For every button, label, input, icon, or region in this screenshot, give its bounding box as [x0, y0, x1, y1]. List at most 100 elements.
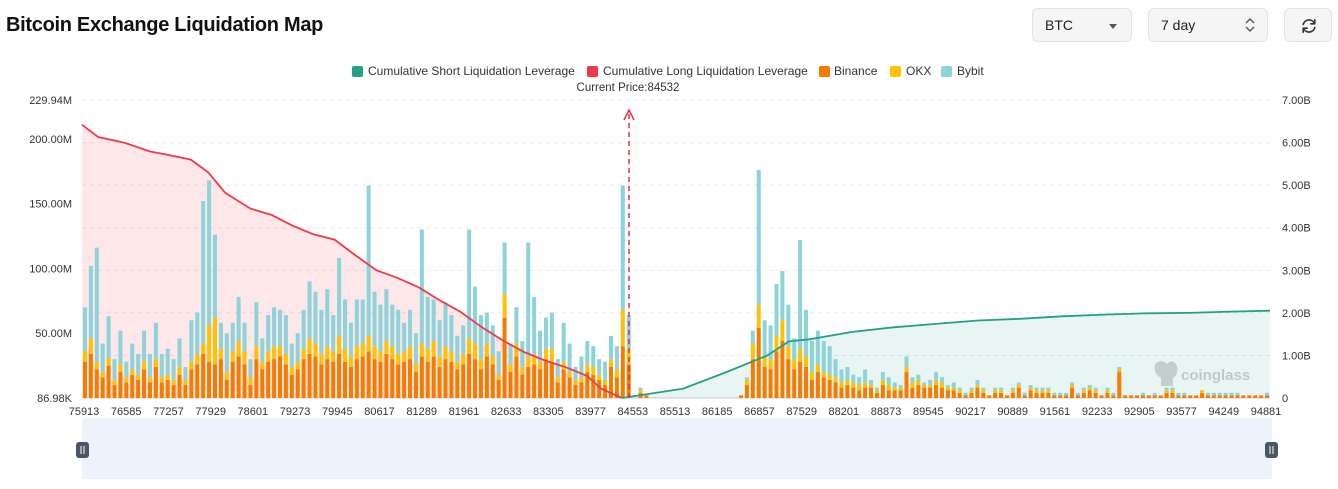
- bar-okx: [431, 340, 436, 357]
- bar-okx: [585, 364, 590, 373]
- bar-bybit: [1034, 387, 1039, 391]
- bar-bybit: [839, 369, 844, 383]
- x-tick-label: 84553: [617, 406, 648, 418]
- bar-okx: [916, 379, 921, 386]
- bar-okx: [201, 343, 206, 354]
- bar-binance: [1223, 395, 1228, 398]
- x-tick-label: 81961: [449, 406, 480, 418]
- coin-select[interactable]: BTC: [1032, 8, 1132, 42]
- bar-binance: [1229, 395, 1234, 398]
- bar-okx: [744, 379, 749, 386]
- bar-binance: [969, 392, 974, 398]
- legend-item-short[interactable]: Cumulative Short Liquidation Leverage: [352, 64, 575, 78]
- bar-okx: [319, 353, 324, 365]
- bar-okx: [218, 348, 223, 360]
- bar-okx: [372, 346, 377, 360]
- zoom-handle-right[interactable]: [1265, 442, 1278, 458]
- bar-bybit: [118, 330, 123, 365]
- bar-okx: [165, 374, 170, 380]
- bar-binance: [88, 353, 93, 398]
- bar-binance: [839, 387, 844, 398]
- x-tick-label: 90217: [955, 406, 986, 418]
- bar-binance: [431, 356, 436, 398]
- bar-binance: [1158, 395, 1163, 398]
- y-right-tick-label: 6.00B: [1282, 138, 1311, 150]
- bar-bybit: [1117, 366, 1122, 370]
- y-axis-left: 86.98K 50.00M 100.00M 150.00M 200.00M 229.94M: [29, 95, 72, 405]
- bar-okx: [413, 364, 418, 373]
- bar-okx: [331, 351, 336, 362]
- range-select[interactable]: 7 day: [1148, 8, 1268, 42]
- bar-bybit: [863, 369, 868, 383]
- bar-okx: [325, 346, 330, 360]
- bar-bybit: [963, 392, 968, 396]
- bar-binance: [230, 361, 235, 398]
- bar-bybit: [833, 359, 838, 378]
- coinglass-logo-icon: [1154, 361, 1178, 386]
- legend-label-bybit: Bybit: [957, 64, 984, 78]
- bar-okx: [957, 390, 962, 393]
- legend-item-binance[interactable]: Binance: [819, 64, 878, 78]
- bar-binance: [266, 361, 271, 398]
- bar-bybit: [1164, 387, 1169, 391]
- bar-okx: [975, 385, 980, 388]
- bar-binance: [1111, 395, 1116, 398]
- zoom-slider[interactable]: [76, 418, 1278, 479]
- bar-binance: [272, 359, 277, 398]
- bar-bybit: [266, 315, 271, 352]
- bar-bybit: [1087, 385, 1092, 388]
- bar-okx: [603, 379, 608, 386]
- bar-okx: [1028, 387, 1033, 391]
- legend-item-long[interactable]: Cumulative Long Liquidation Leverage: [587, 64, 808, 78]
- zoom-handle-left[interactable]: [76, 442, 89, 458]
- bar-binance: [165, 379, 170, 398]
- bar-binance: [408, 359, 413, 398]
- bar-okx: [337, 335, 342, 354]
- bar-binance: [325, 359, 330, 398]
- bar-binance: [815, 372, 820, 398]
- bar-okx: [230, 351, 235, 362]
- legend-item-bybit[interactable]: Bybit: [941, 64, 984, 78]
- bar-binance: [786, 359, 791, 398]
- bar-binance: [514, 356, 519, 398]
- legend-label-binance: Binance: [834, 64, 878, 78]
- legend-item-okx[interactable]: OKX: [890, 64, 931, 78]
- bar-bybit: [851, 374, 856, 383]
- bar-bybit: [106, 316, 111, 358]
- bar-bybit: [1176, 392, 1181, 396]
- bar-bybit: [301, 309, 306, 349]
- bar-bybit: [254, 302, 259, 347]
- bar-bybit: [543, 317, 548, 349]
- bar-binance: [331, 361, 336, 398]
- bar-okx: [1164, 390, 1169, 393]
- bar-binance: [402, 361, 407, 398]
- bar-binance: [419, 356, 424, 398]
- bar-binance: [792, 369, 797, 398]
- bar-binance: [1022, 395, 1027, 398]
- refresh-button[interactable]: [1284, 8, 1332, 42]
- x-tick-label: 88201: [829, 406, 860, 418]
- bar-binance: [904, 372, 909, 398]
- bar-okx: [473, 343, 478, 360]
- bar-binance: [100, 377, 105, 398]
- bar-binance: [254, 359, 259, 398]
- bar-okx: [212, 317, 217, 365]
- watermark-text: coinglass: [1181, 367, 1250, 384]
- bar-bybit: [514, 307, 519, 344]
- bar-okx: [804, 356, 809, 367]
- bar-okx: [857, 385, 862, 391]
- bar-bybit: [750, 330, 755, 344]
- bar-binance: [774, 351, 779, 398]
- zoom-slider-track[interactable]: [82, 418, 1272, 479]
- bar-okx: [94, 361, 99, 370]
- bar-bybit: [461, 325, 466, 354]
- bar-okx: [171, 379, 176, 386]
- bar-okx: [384, 340, 389, 354]
- bar-okx: [153, 359, 158, 367]
- bar-binance: [1205, 395, 1210, 398]
- bar-binance: [490, 364, 495, 398]
- bar-okx: [437, 356, 442, 367]
- bar-okx: [408, 346, 413, 360]
- bar-binance: [207, 361, 212, 398]
- bar-bybit: [112, 359, 117, 380]
